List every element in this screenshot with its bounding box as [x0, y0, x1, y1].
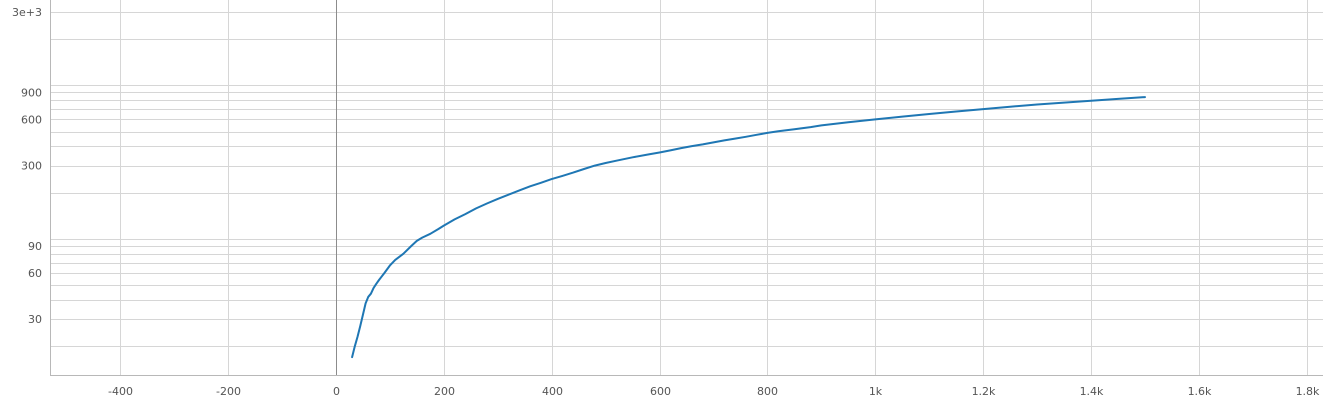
y-gridlines — [50, 12, 1323, 347]
x-tick-label: -400 — [108, 385, 133, 398]
y-tick-label: 300 — [21, 160, 42, 173]
x-tick-label: 1.4k — [1080, 385, 1104, 398]
x-tick-label: 0 — [333, 385, 340, 398]
x-tick-label: -200 — [216, 385, 241, 398]
x-gridlines — [120, 0, 1308, 375]
series-line — [351, 96, 1146, 359]
axes — [50, 0, 1323, 376]
x-tick-label: 1.6k — [1188, 385, 1212, 398]
x-tick-label: 1.8k — [1296, 385, 1320, 398]
x-tick-label: 800 — [757, 385, 778, 398]
x-tick-label: 1.2k — [972, 385, 996, 398]
y-tick-label: 900 — [21, 86, 42, 99]
x-tick-label: 1k — [869, 385, 883, 398]
x-tick-label: 400 — [542, 385, 563, 398]
series-layer — [351, 96, 1146, 359]
x-tick-label: 200 — [434, 385, 455, 398]
x-tick-label: 600 — [650, 385, 671, 398]
y-tick-label: 30 — [28, 313, 42, 326]
y-tick-label: 3e+3 — [12, 6, 42, 19]
y-tick-label: 600 — [21, 113, 42, 126]
y-tick-labels: 30 60 90 300 600 900 3e+3 — [12, 6, 42, 326]
y-tick-label: 60 — [28, 267, 42, 280]
y-tick-label: 90 — [28, 240, 42, 253]
x-tick-labels: -400 -200 0 200 400 600 800 1k 1.2k 1.4k 1.6k 1.8k — [108, 385, 1320, 398]
